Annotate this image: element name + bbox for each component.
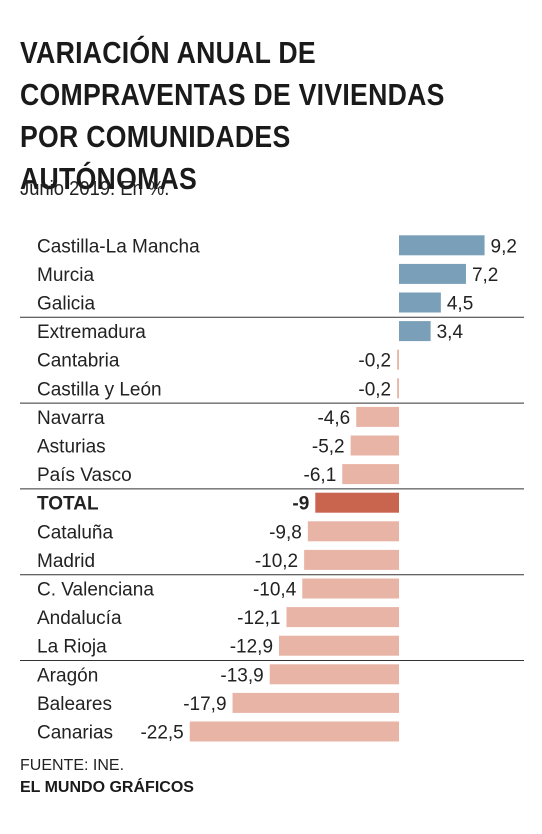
value-label: -12,9 [230, 637, 273, 658]
bar [279, 635, 399, 656]
category-label: Baleares [37, 694, 112, 715]
category-label: Extremadura [37, 322, 146, 343]
value-label: 7,2 [472, 265, 498, 286]
value-label: -22,5 [140, 723, 183, 744]
category-label: Navarra [37, 408, 105, 429]
value-label: -12,1 [237, 608, 280, 629]
category-label: TOTAL [37, 494, 99, 515]
value-label: 4,5 [447, 294, 473, 315]
value-label: -13,9 [220, 665, 263, 686]
chart-title: VARIACIÓN ANUAL DE COMPRAVENTAS DE VIVIE… [20, 35, 445, 196]
bar [399, 292, 441, 313]
category-label: Andalucía [37, 608, 122, 629]
category-label: La Rioja [37, 637, 107, 658]
bar [232, 692, 399, 713]
bar [399, 263, 466, 284]
category-label: Castilla-La Mancha [37, 236, 200, 257]
category-label: Aragón [37, 665, 98, 686]
category-label: Galicia [37, 294, 96, 315]
value-label: -9 [292, 494, 309, 515]
bar [397, 378, 399, 399]
category-label: Canarias [37, 723, 113, 744]
bar [356, 406, 399, 427]
bar [342, 464, 399, 485]
credit-line: EL MUNDO GRÁFICOS [20, 779, 194, 796]
bar [315, 492, 399, 513]
bar [350, 435, 399, 456]
value-label: -0,2 [358, 351, 391, 372]
bar [397, 349, 399, 370]
value-label: -5,2 [312, 437, 345, 458]
category-label: Cataluña [37, 522, 113, 543]
value-label: -4,6 [317, 408, 350, 429]
value-label: -10,2 [255, 551, 298, 572]
bar [189, 721, 399, 742]
category-label: País Vasco [37, 465, 132, 486]
category-label: C. Valenciana [37, 580, 154, 601]
value-label: 3,4 [437, 322, 464, 343]
value-label: 9,2 [491, 236, 517, 257]
value-label: -17,9 [183, 694, 226, 715]
bar [304, 549, 399, 570]
bar [399, 235, 485, 256]
category-label: Castilla y León [37, 379, 162, 400]
bar [269, 664, 399, 685]
bar [302, 578, 399, 599]
category-label: Madrid [37, 551, 95, 572]
category-label: Cantabria [37, 351, 120, 372]
value-label: -9,8 [269, 522, 302, 543]
category-label: Asturias [37, 437, 106, 458]
value-label: -0,2 [358, 379, 391, 400]
value-label: -10,4 [253, 580, 297, 601]
bar [307, 521, 399, 542]
chart-subtitle: Junio 2019. En %. [20, 178, 170, 200]
source-note: FUENTE: INE. [20, 757, 125, 774]
bar [286, 607, 399, 628]
category-label: Murcia [37, 265, 94, 286]
bar [399, 321, 431, 342]
value-label: -6,1 [304, 465, 337, 486]
